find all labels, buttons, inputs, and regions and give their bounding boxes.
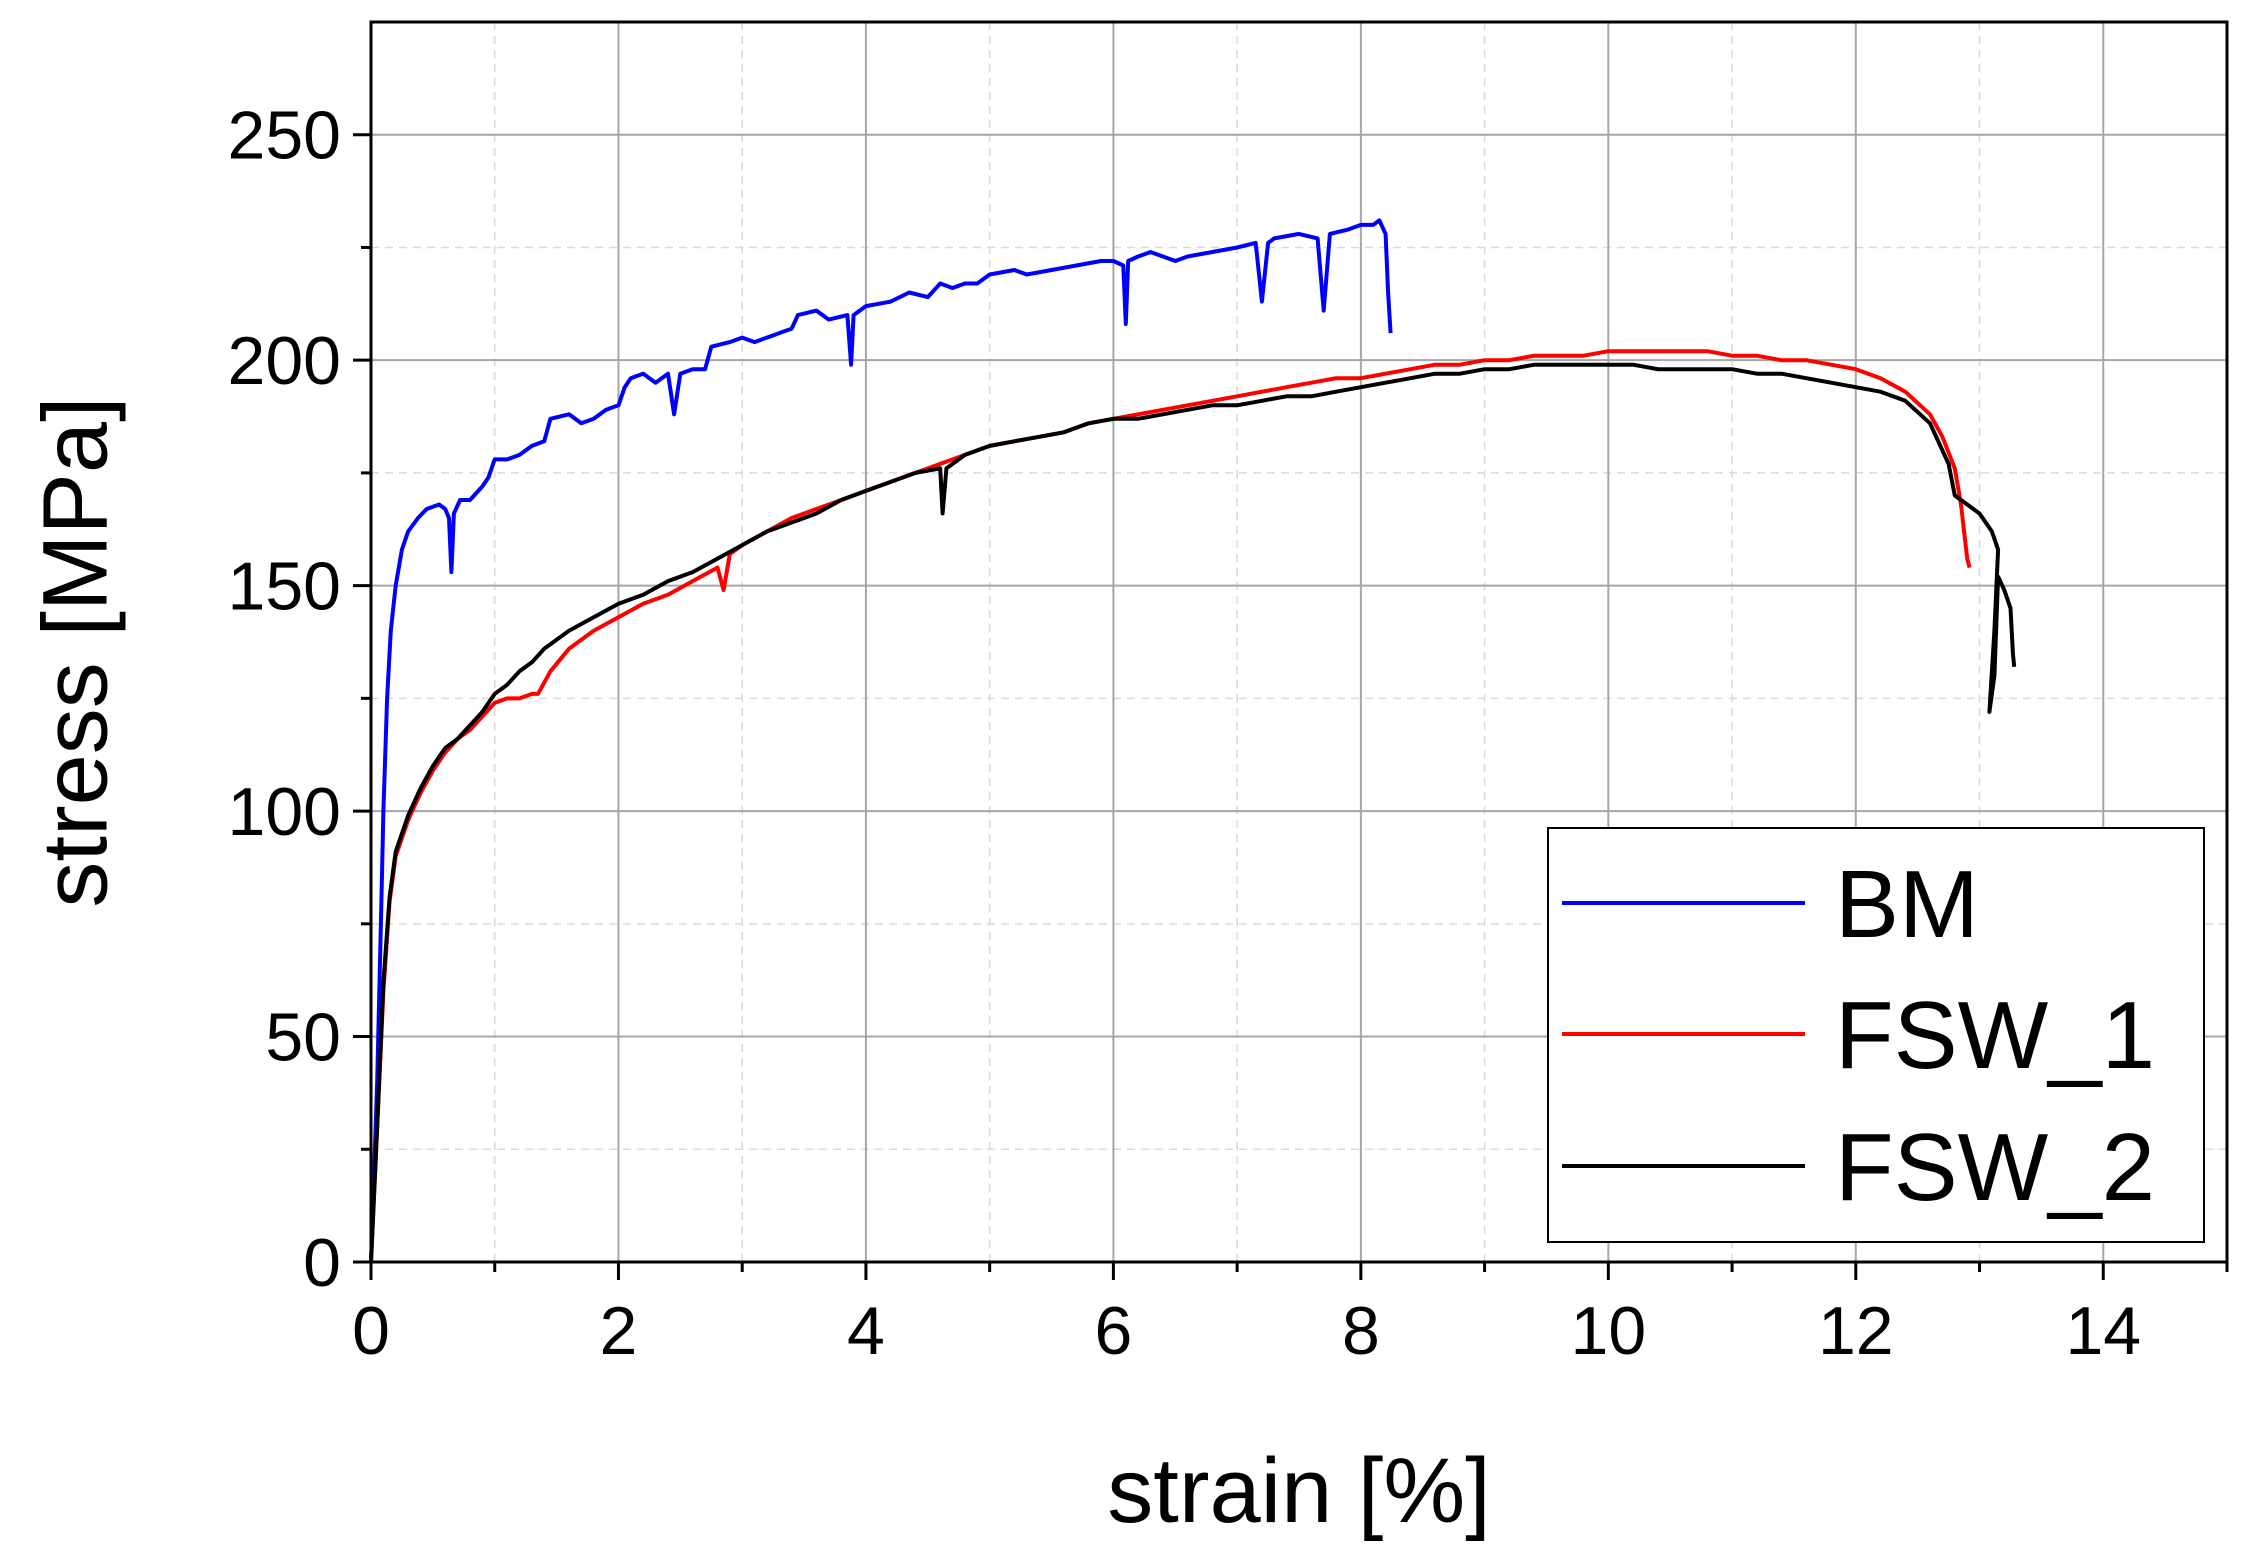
y-tick-label: 50	[265, 1000, 341, 1076]
legend-label-fsw-1: FSW_1	[1835, 982, 2155, 1089]
x-tick-label: 2	[600, 1293, 638, 1369]
y-axis-title: stress [MPa]	[24, 396, 126, 907]
y-tick-label: 250	[228, 98, 341, 174]
legend: BM FSW_1 FSW_2	[1547, 827, 2205, 1243]
x-tick-label: 8	[1342, 1293, 1380, 1369]
x-axis-title: strain [%]	[1107, 1440, 1490, 1542]
tick-labels: 0 2 4 6 8 10 12 14 0 50 100 150 200 250	[228, 98, 2142, 1369]
x-tick-label: 12	[1818, 1293, 1894, 1369]
series-line-bm	[369, 218, 1393, 1263]
series-line-fsw-2	[369, 362, 2017, 1263]
x-tick-label: 6	[1094, 1293, 1132, 1369]
y-tick-label: 0	[303, 1225, 341, 1301]
legend-entries: BM FSW_1 FSW_2	[1562, 851, 2155, 1221]
ticks	[353, 133, 2229, 1280]
legend-label-bm: BM	[1835, 851, 1979, 958]
x-tick-label: 0	[352, 1293, 390, 1369]
x-tick-label: 10	[1571, 1293, 1647, 1369]
series-layer	[369, 218, 2017, 1263]
grid	[371, 22, 2227, 1262]
y-tick-label: 200	[228, 323, 341, 399]
y-tick-label: 100	[228, 774, 341, 850]
x-tick-label: 14	[2065, 1293, 2141, 1369]
plot-frame	[369, 20, 2229, 1264]
y-tick-label: 150	[228, 549, 341, 625]
legend-label-fsw-2: FSW_2	[1835, 1114, 2155, 1221]
x-tick-label: 4	[847, 1293, 885, 1369]
